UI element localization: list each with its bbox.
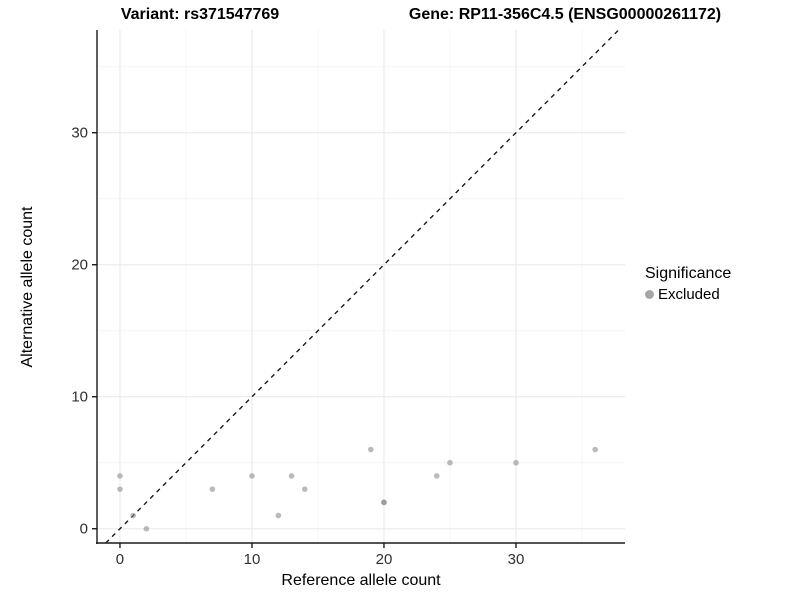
identity-dashed-line [105, 29, 620, 544]
data-point [367, 446, 374, 453]
data-point [513, 459, 519, 466]
major-gridlines [97, 30, 625, 543]
legend-item-label: Excluded [658, 286, 720, 303]
variant-title: Variant: rs371547769 [120, 6, 280, 23]
data-point [447, 459, 453, 466]
minor-gridlines [97, 30, 625, 543]
data-point [592, 446, 598, 453]
legend: Significance Excluded [645, 265, 731, 303]
data-point [381, 499, 387, 506]
data-point [130, 512, 136, 519]
data-point [275, 512, 282, 519]
x-tick-label: 10 [243, 551, 261, 568]
data-point [433, 473, 440, 479]
excluded-point-icon [645, 290, 654, 299]
x-axis-title: Reference allele count [281, 572, 441, 589]
y-tick-label: 30 [71, 124, 88, 142]
x-tick-label: 20 [375, 551, 393, 568]
legend-title: Significance [645, 265, 732, 282]
axis-lines [96, 30, 625, 544]
data-point [143, 525, 150, 532]
y-tick-label: 0 [79, 520, 88, 538]
data-points [117, 446, 598, 532]
axis-tick-marks [92, 132, 517, 548]
data-point [249, 473, 255, 479]
data-point [301, 486, 308, 492]
x-tick-label: 30 [507, 551, 525, 568]
y-tick-label: 10 [71, 388, 88, 406]
data-point [117, 473, 123, 479]
gene-title: Gene: RP11-356C4.5 (ENSG00000261172) [408, 6, 722, 23]
data-point [209, 486, 216, 492]
y-tick-label: 20 [71, 256, 88, 274]
legend-item-excluded: Excluded [645, 286, 731, 303]
x-tick-label: 0 [115, 551, 125, 568]
data-point [288, 473, 295, 479]
data-point [117, 486, 123, 492]
y-axis-title: Alternative allele count [19, 206, 36, 368]
